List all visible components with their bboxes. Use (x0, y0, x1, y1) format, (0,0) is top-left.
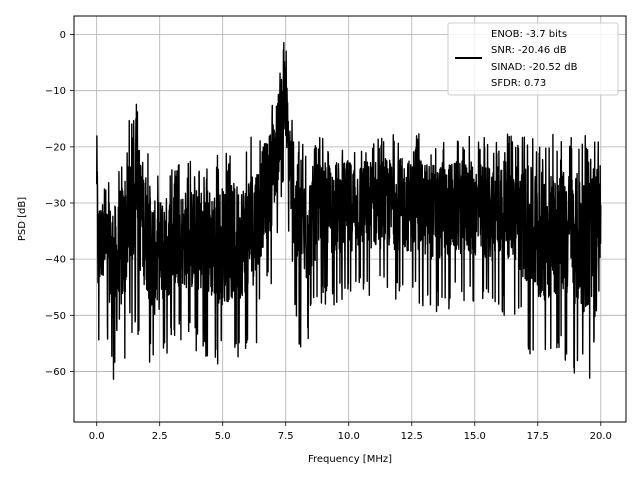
y-tick-label: −30 (45, 198, 66, 209)
y-tick-label: −40 (45, 255, 66, 266)
x-tick-label: 12.5 (401, 431, 423, 442)
x-axis-label: Frequency [MHz] (308, 454, 392, 465)
x-tick-label: 2.5 (152, 431, 168, 442)
psd-series-line (95, 41, 602, 380)
psd-trace (95, 41, 602, 380)
y-tick-label: −10 (45, 86, 66, 97)
legend-line-enob: ENOB: -3.7 bits (491, 29, 567, 40)
x-tick-label: 20.0 (590, 431, 612, 442)
x-tick-label: 0.0 (89, 431, 105, 442)
y-tick-label: −50 (45, 311, 66, 322)
x-tick-label: 5.0 (215, 431, 231, 442)
legend-line-sfdr: SFDR: 0.73 (491, 78, 546, 89)
y-tick-label: −60 (45, 367, 66, 378)
legend: ENOB: -3.7 bits SNR: -20.46 dB SINAD: -2… (447, 22, 619, 96)
y-tick-label: −20 (45, 142, 66, 153)
x-tick-label: 10.0 (338, 431, 360, 442)
x-tick-label: 15.0 (464, 431, 486, 442)
x-tick-label: 7.5 (278, 431, 294, 442)
legend-line-snr: SNR: -20.46 dB (491, 45, 567, 56)
plot-frame (73, 15, 627, 423)
legend-line-sinad: SINAD: -20.52 dB (491, 62, 578, 73)
y-axis-ticks: 0 −10 −20 −30 −40 −50 −60 (45, 30, 74, 378)
y-axis-label: PSD [dB] (17, 197, 28, 241)
y-tick-label: 0 (60, 30, 66, 41)
x-axis-ticks: 0.0 2.5 5.0 7.5 10.0 12.5 15.0 17.5 20.0 (89, 422, 612, 442)
legend-box (447, 22, 619, 96)
x-tick-label: 17.5 (527, 431, 549, 442)
